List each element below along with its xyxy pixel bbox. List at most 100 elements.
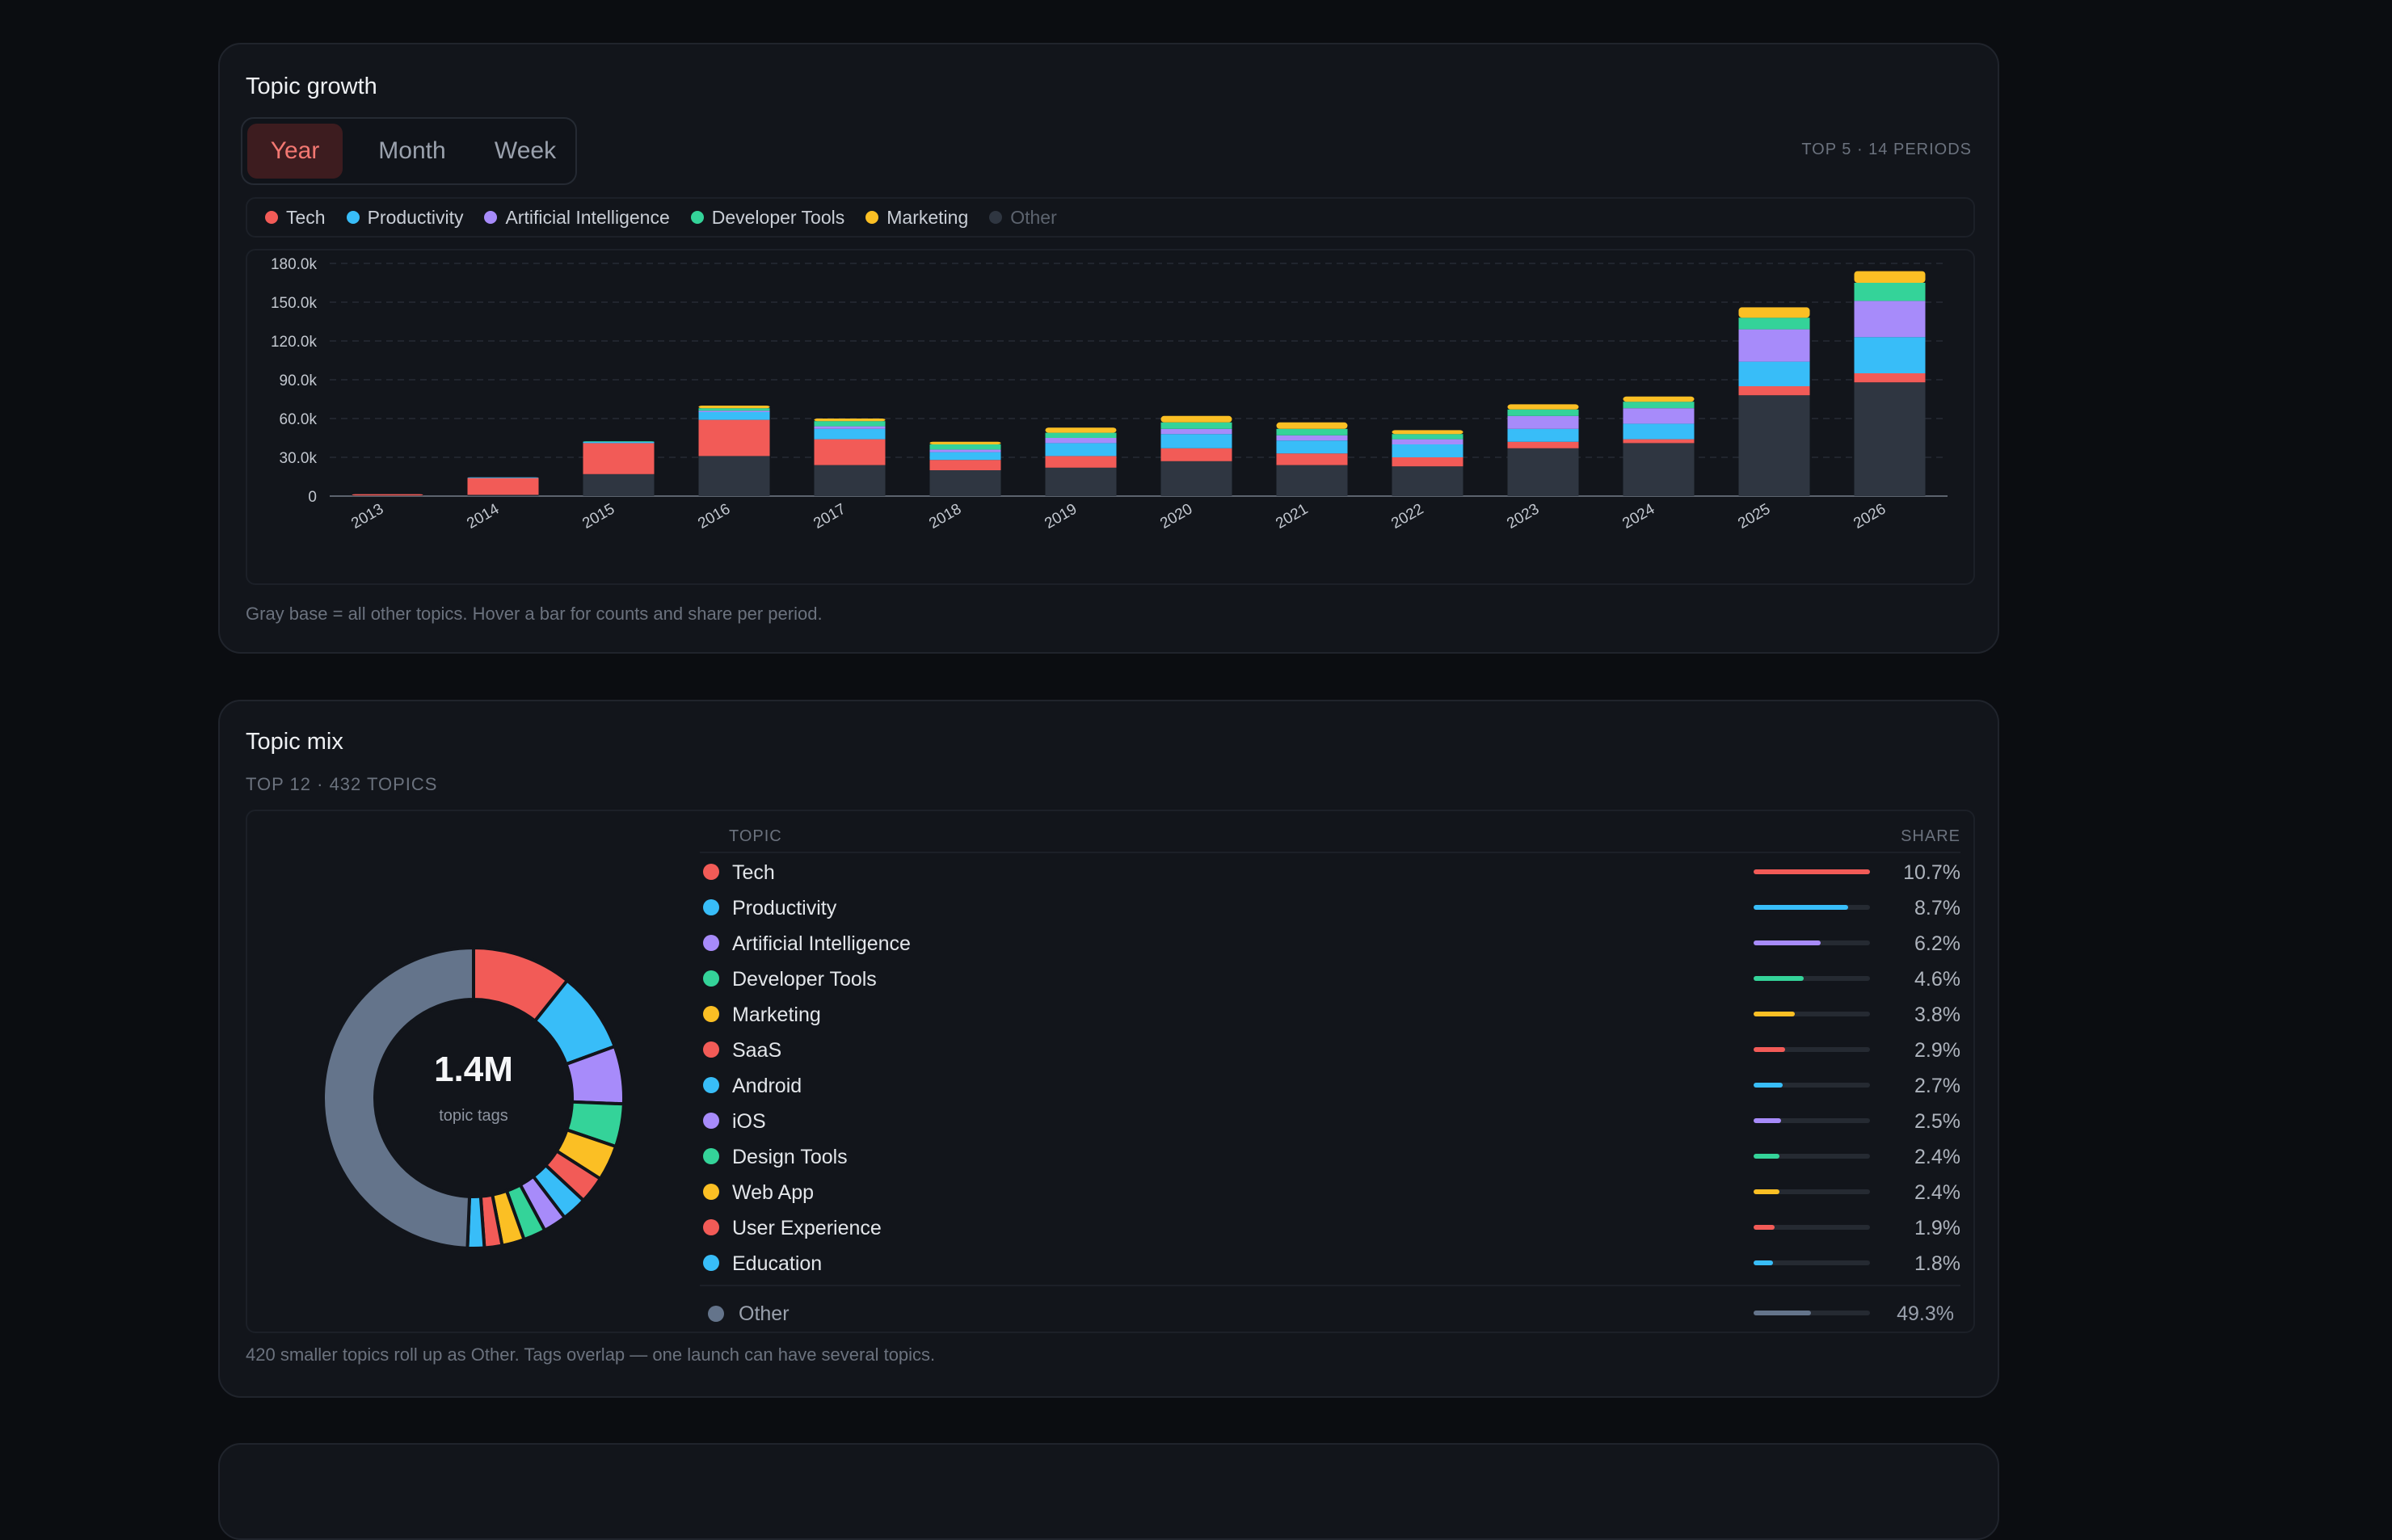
bar-segment-artificial-intelligence-2018[interactable] <box>929 449 1001 452</box>
topic-row-artificial-intelligence[interactable]: Artificial Intelligence 6.2% <box>700 924 1960 960</box>
bar-segment-developer-tools-2021[interactable] <box>1276 428 1348 435</box>
bar-segment-other-2015[interactable] <box>583 473 655 496</box>
bar-segment-artificial-intelligence-2025[interactable] <box>1738 329 1810 362</box>
topic-row-marketing[interactable]: Marketing 3.8% <box>700 995 1960 1031</box>
bar-segment-tech-2019[interactable] <box>1045 456 1117 468</box>
topic-row-other[interactable]: Other 49.3% <box>700 1285 1960 1328</box>
bar-segment-marketing-2026[interactable] <box>1854 271 1926 283</box>
bar-segment-developer-tools-2022[interactable] <box>1392 434 1463 440</box>
tab-year[interactable]: Year <box>247 124 343 179</box>
bar-segment-marketing-2019[interactable] <box>1045 427 1117 433</box>
topic-row-tech[interactable]: Tech 10.7% <box>700 853 1960 889</box>
bar-segment-tech-2018[interactable] <box>929 460 1001 470</box>
bar-segment-other-2026[interactable] <box>1854 382 1926 496</box>
legend-item-developer-tools[interactable]: Developer Tools <box>690 207 844 229</box>
topic-row-productivity[interactable]: Productivity 8.7% <box>700 889 1960 924</box>
donut-slice-other[interactable] <box>321 945 475 1250</box>
bar-segment-other-2013[interactable] <box>352 495 423 496</box>
bar-segment-artificial-intelligence-2020[interactable] <box>1160 428 1232 435</box>
bar-segment-marketing-2017[interactable] <box>814 419 886 422</box>
bar-segment-productivity-2015[interactable] <box>583 441 655 444</box>
bar-segment-other-2023[interactable] <box>1507 448 1579 496</box>
bar-segment-other-2018[interactable] <box>929 470 1001 496</box>
bar-segment-developer-tools-2016[interactable] <box>698 408 770 411</box>
bar-segment-developer-tools-2024[interactable] <box>1623 402 1695 409</box>
bar-segment-productivity-2021[interactable] <box>1276 440 1348 454</box>
bar-segment-artificial-intelligence-2019[interactable] <box>1045 438 1117 444</box>
topic-row-saas[interactable]: SaaS 2.9% <box>700 1031 1960 1067</box>
bar-segment-productivity-2017[interactable] <box>814 428 886 440</box>
bar-segment-tech-2015[interactable] <box>583 443 655 474</box>
bar-segment-productivity-2024[interactable] <box>1623 423 1695 440</box>
bar-segment-tech-2013[interactable] <box>352 494 423 496</box>
bar-segment-other-2014[interactable] <box>467 494 539 496</box>
legend-item-other[interactable]: Other <box>989 207 1057 229</box>
bar-segment-tech-2025[interactable] <box>1738 386 1810 396</box>
bar-segment-tech-2021[interactable] <box>1276 453 1348 465</box>
bar-segment-artificial-intelligence-2016[interactable] <box>698 410 770 412</box>
bar-segment-developer-tools-2017[interactable] <box>814 421 886 427</box>
bar-segment-marketing-2025[interactable] <box>1738 307 1810 318</box>
topic-row-ios[interactable]: iOS 2.5% <box>700 1102 1960 1138</box>
bar-segment-productivity-2026[interactable] <box>1854 337 1926 373</box>
bar-segment-productivity-2016[interactable] <box>698 412 770 420</box>
bar-segment-tech-2017[interactable] <box>814 439 886 465</box>
tab-month[interactable]: Month <box>378 137 446 164</box>
legend-item-ai[interactable]: Artificial Intelligence <box>484 207 670 229</box>
bar-segment-developer-tools-2020[interactable] <box>1160 422 1232 429</box>
bar-segment-marketing-2021[interactable] <box>1276 422 1348 429</box>
column-topic: TOPIC <box>729 827 782 845</box>
bar-segment-marketing-2022[interactable] <box>1392 430 1463 435</box>
bar-segment-other-2021[interactable] <box>1276 465 1348 496</box>
bar-segment-tech-2022[interactable] <box>1392 457 1463 467</box>
bar-segment-other-2019[interactable] <box>1045 467 1117 496</box>
legend-item-marketing[interactable]: Marketing <box>865 207 968 229</box>
bar-segment-productivity-2018[interactable] <box>929 452 1001 461</box>
bar-segment-artificial-intelligence-2021[interactable] <box>1276 435 1348 441</box>
topic-row-android[interactable]: Android 2.7% <box>700 1067 1960 1102</box>
topic-row-design-tools[interactable]: Design Tools 2.4% <box>700 1138 1960 1173</box>
bar-segment-tech-2024[interactable] <box>1623 439 1695 444</box>
bar-segment-productivity-2025[interactable] <box>1738 361 1810 386</box>
topic-row-web-app[interactable]: Web App 2.4% <box>700 1173 1960 1209</box>
bar-segment-marketing-2024[interactable] <box>1623 396 1695 402</box>
bar-segment-productivity-2019[interactable] <box>1045 443 1117 457</box>
legend-item-tech[interactable]: Tech <box>265 207 326 229</box>
tab-week[interactable]: Week <box>494 137 557 164</box>
bar-segment-marketing-2020[interactable] <box>1160 415 1232 423</box>
bar-segment-other-2017[interactable] <box>814 465 886 496</box>
chart-footnote: Gray base = all other topics. Hover a ba… <box>246 604 823 624</box>
bar-segment-artificial-intelligence-2022[interactable] <box>1392 439 1463 444</box>
bar-segment-other-2022[interactable] <box>1392 466 1463 496</box>
bar-segment-tech-2016[interactable] <box>698 419 770 457</box>
bar-segment-marketing-2023[interactable] <box>1507 404 1579 410</box>
bar-segment-developer-tools-2023[interactable] <box>1507 409 1579 416</box>
topic-row-developer-tools[interactable]: Developer Tools 4.6% <box>700 960 1960 995</box>
bar-segment-marketing-2016[interactable] <box>698 406 770 409</box>
bar-segment-tech-2026[interactable] <box>1854 373 1926 383</box>
bar-segment-artificial-intelligence-2024[interactable] <box>1623 408 1695 424</box>
bar-segment-artificial-intelligence-2026[interactable] <box>1854 301 1926 338</box>
topic-row-user-experience[interactable]: User Experience 1.9% <box>700 1209 1960 1244</box>
bar-segment-productivity-2022[interactable] <box>1392 444 1463 457</box>
bar-segment-artificial-intelligence-2023[interactable] <box>1507 415 1579 429</box>
bar-segment-other-2016[interactable] <box>698 456 770 496</box>
bar-segment-other-2025[interactable] <box>1738 395 1810 496</box>
bar-segment-productivity-2023[interactable] <box>1507 428 1579 442</box>
topic-row-education[interactable]: Education 1.8% <box>700 1244 1960 1280</box>
bar-segment-artificial-intelligence-2017[interactable] <box>814 426 886 429</box>
bar-segment-marketing-2018[interactable] <box>929 441 1001 444</box>
topic-share: 3.8% <box>1914 1004 1960 1026</box>
bar-segment-other-2024[interactable] <box>1623 443 1695 496</box>
bar-segment-productivity-2020[interactable] <box>1160 434 1232 448</box>
bar-segment-developer-tools-2015[interactable] <box>583 441 655 442</box>
legend-item-productivity[interactable]: Productivity <box>346 207 463 229</box>
bar-segment-tech-2014[interactable] <box>467 478 539 495</box>
bar-segment-developer-tools-2019[interactable] <box>1045 432 1117 438</box>
bar-segment-other-2020[interactable] <box>1160 461 1232 496</box>
bar-segment-tech-2023[interactable] <box>1507 441 1579 448</box>
bar-segment-tech-2020[interactable] <box>1160 448 1232 461</box>
bar-segment-developer-tools-2026[interactable] <box>1854 283 1926 301</box>
bar-segment-developer-tools-2018[interactable] <box>929 444 1001 450</box>
bar-segment-developer-tools-2025[interactable] <box>1738 318 1810 330</box>
